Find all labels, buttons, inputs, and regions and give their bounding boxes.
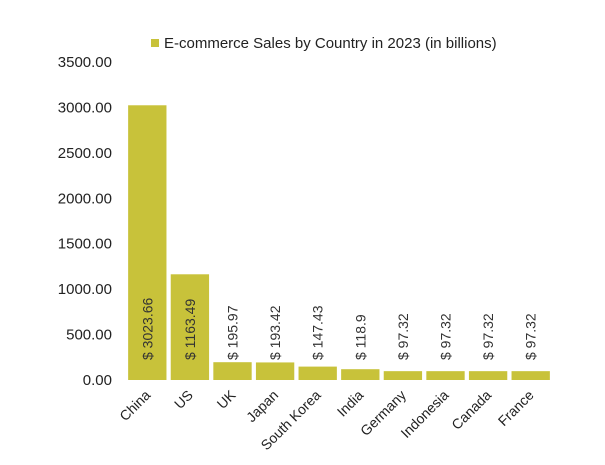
y-tick-label: 3500.00 [58, 54, 112, 71]
y-tick-label: 2000.00 [58, 190, 112, 207]
x-tick-label: China [116, 387, 153, 424]
data-label: $ 195.97 [225, 305, 241, 360]
data-label: $ 147.43 [310, 305, 326, 360]
bar-south-korea [298, 366, 337, 380]
data-label: $ 97.32 [523, 313, 539, 360]
data-label: $ 1163.49 [182, 299, 198, 360]
data-label: $ 97.32 [480, 313, 496, 360]
y-axis: 0.00 500.00 1000.00 1500.00 2000.00 2500.00 30… [58, 54, 112, 389]
x-tick-label: US [171, 387, 196, 412]
x-tick-label: France [495, 387, 537, 429]
y-tick-label: 1500.00 [58, 236, 112, 253]
x-tick-label: Canada [448, 387, 494, 433]
y-tick-label: 500.00 [66, 327, 112, 344]
data-label: $ 97.32 [438, 313, 454, 360]
bar-indonesia [426, 371, 465, 380]
y-tick-label: 3000.00 [58, 99, 112, 116]
bar-france [511, 371, 550, 380]
bar-canada [468, 371, 508, 380]
legend-swatch [151, 39, 159, 47]
bars [128, 105, 550, 380]
bar-uk [213, 362, 252, 380]
data-label: $ 118.9 [352, 314, 368, 360]
data-label: $ 3023.66 [139, 298, 155, 360]
x-tick-label: UK [214, 386, 240, 412]
bar-india [341, 369, 380, 380]
legend-label: E-commerce Sales by Country in 2023 (in … [164, 35, 497, 52]
x-tick-label: Japan [243, 387, 281, 425]
bar-japan [255, 362, 295, 380]
data-labels: $ 3023.66 $ 1163.49 $ 195.97 $ 193.42 $ 147.… [139, 298, 538, 360]
legend: E-commerce Sales by Country in 2023 (in … [151, 35, 497, 52]
data-label: $ 193.42 [267, 305, 283, 360]
bar-china [128, 105, 167, 380]
x-tick-label: India [334, 387, 367, 420]
y-tick-label: 0.00 [83, 372, 112, 389]
y-tick-label: 2500.00 [58, 145, 112, 162]
bar-germany [383, 371, 423, 380]
bar-us [170, 274, 210, 380]
data-label: $ 97.32 [395, 313, 411, 360]
y-tick-label: 1000.00 [58, 281, 112, 298]
